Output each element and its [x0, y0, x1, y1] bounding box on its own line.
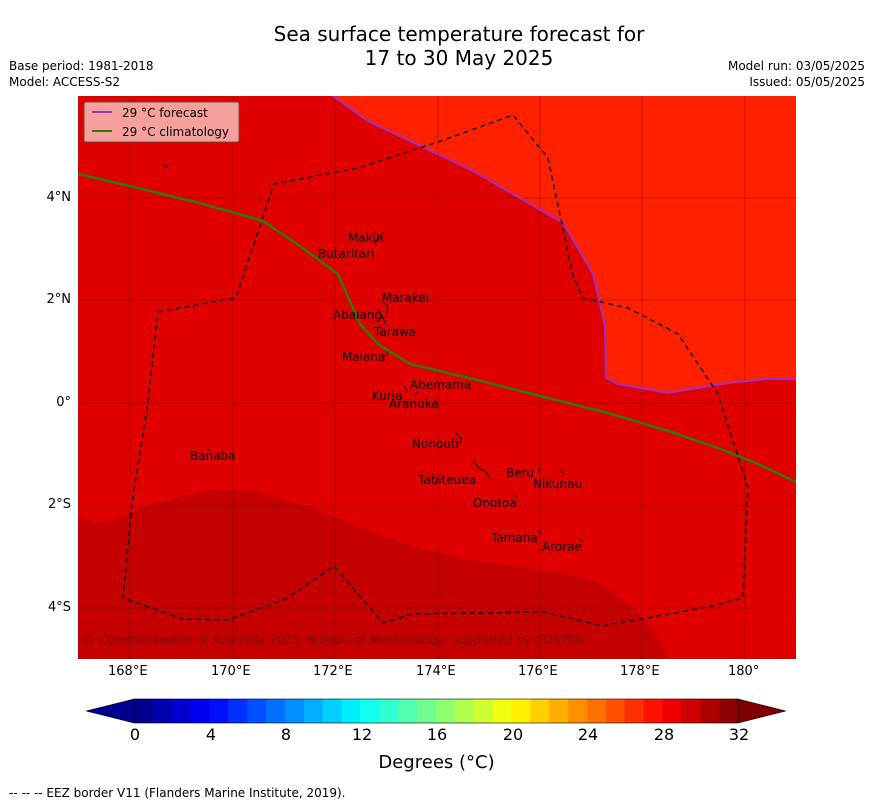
colorbar-tick-28: 28: [653, 725, 675, 744]
colorbar-cell: [266, 699, 286, 723]
island-label-tamana: Tamana: [490, 531, 538, 545]
colorbar-cell: [624, 699, 645, 723]
colorbar-cell: [662, 699, 682, 723]
map-title: Sea surface temperature forecast for 17 …: [0, 22, 873, 70]
colorbar-cell: [134, 699, 154, 723]
sst-map: Makin Butaritari Marakei Abaiang Tarawa …: [78, 96, 796, 659]
colorbar-cell: [398, 699, 418, 723]
lat-tick-4s: 4°S: [47, 600, 71, 615]
colorbar-tick-16: 16: [426, 725, 448, 744]
island-shapes: [162, 163, 584, 543]
colorbar-cell: [341, 699, 361, 723]
island-label-abemama: Abemama: [410, 378, 471, 392]
colorbar-cell: [379, 699, 399, 723]
map-grid: [78, 96, 796, 659]
colorbar-cell: [360, 699, 380, 723]
colorbar-cell: [171, 699, 192, 723]
legend-label-forecast: 29 °C forecast: [122, 106, 208, 120]
lat-tick-2n: 2°N: [46, 292, 72, 307]
eez-border: [122, 114, 749, 627]
colorbar-cell: [605, 699, 626, 723]
colorbar-tick-24: 24: [577, 725, 599, 744]
base-period: Base period: 1981-2018: [9, 59, 154, 73]
lon-tick-172: 172°E: [313, 664, 353, 679]
island-label-nikunau: Nikunau: [533, 477, 582, 491]
colorbar-cell: [568, 699, 588, 723]
island-label-abaiang: Abaiang: [333, 308, 382, 322]
colorbar-tick-20: 20: [502, 725, 524, 744]
island-label-onotoa: Onotoa: [473, 496, 517, 510]
lat-tick-4n: 4°N: [46, 190, 72, 205]
lon-tick-176: 176°E: [518, 664, 558, 679]
colorbar-cell: [643, 699, 663, 723]
sst-zone-hot: [78, 490, 668, 659]
title-line-2: 17 to 30 May 2025: [364, 46, 554, 70]
meta-left: Base period: 1981-2018 Model: ACCESS-S2: [9, 58, 154, 90]
lon-tick-178: 178°E: [620, 664, 660, 679]
island-label-tarawa: Tarawa: [373, 325, 416, 339]
title-line-1: Sea surface temperature forecast for: [273, 22, 645, 46]
island-label-marakei: Marakei: [382, 291, 429, 305]
lon-tick-174: 174°E: [416, 664, 456, 679]
colorbar-tick-32: 32: [728, 725, 750, 744]
colorbar-cell: [209, 699, 229, 723]
meta-right: Model run: 03/05/2025 Issued: 05/05/2025: [728, 58, 865, 90]
colorbar-cell: [492, 699, 512, 723]
colorbar-cell: [511, 699, 531, 723]
model-run: Model run: 03/05/2025: [727, 59, 865, 73]
colorbar-cell: [587, 699, 607, 723]
sst-zone-warm: [333, 96, 796, 393]
colorbar-cell: [436, 699, 456, 723]
lat-tick-0: 0°: [56, 395, 71, 410]
lon-tick-170: 170°E: [211, 664, 251, 679]
island-label-tabiteuea: Tabiteuea: [417, 473, 476, 487]
island-label-banaba: Banaba: [190, 449, 236, 463]
colorbar-cell: [454, 699, 475, 723]
colorbar-cell: [228, 699, 248, 723]
island-label-aranuka: Aranuka: [389, 397, 439, 411]
lon-tick-180: 180°: [728, 664, 760, 679]
colorbar-tick-4: 4: [205, 725, 217, 744]
island-label-kuria: Kuria: [372, 389, 403, 403]
issued-date: Issued: 05/05/2025: [749, 75, 865, 89]
colorbar-cell: [681, 699, 701, 723]
colorbar-tick-12: 12: [351, 725, 373, 744]
colorbar-cell: [247, 699, 267, 723]
model-name: Model: ACCESS-S2: [9, 75, 121, 89]
forecast-29c-contour: [332, 96, 796, 395]
colorbar-min-extend: [86, 698, 135, 724]
eez-note: -- -- -- EEZ border V11 (Flanders Marine…: [9, 786, 346, 800]
colorbar-cell: [549, 699, 569, 723]
island-label-butaritari: Butaritari: [318, 247, 375, 261]
colorbar-cell: [190, 699, 210, 723]
colorbar-cell: [719, 699, 739, 723]
colorbar-cell: [285, 699, 305, 723]
lon-tick-168: 168°E: [108, 664, 148, 679]
climatology-29c-contour: [78, 172, 796, 484]
map-legend: 29 °C forecast 29 °C climatology: [83, 101, 240, 143]
colorbar-label: Degrees (°C): [378, 752, 495, 773]
colorbar-cell: [152, 699, 173, 723]
colorbar-cell: [530, 699, 550, 723]
island-label-maiana: Maiana: [342, 350, 385, 364]
colorbar-cell: [322, 699, 343, 723]
lat-tick-2s: 2°S: [47, 497, 71, 512]
colorbar-tick-8: 8: [280, 725, 292, 744]
colorbar-cell: [303, 699, 324, 723]
colorbar-cell: [417, 699, 437, 723]
colorbar-cell: [473, 699, 494, 723]
colorbar-max-extend: [737, 698, 787, 724]
legend-label-climatology: 29 °C climatology: [122, 125, 229, 139]
island-label-nonouti: Nonouti: [412, 437, 459, 451]
copyright-text: © Commonwealth of Australia 2025, Bureau…: [83, 633, 588, 647]
colorbar-cell: [700, 699, 720, 723]
colorbar-tick-0: 0: [129, 725, 141, 744]
island-label-beru: Beru: [506, 466, 534, 480]
island-label-arorae: Arorae: [542, 540, 582, 554]
colorbar: [86, 698, 787, 724]
island-label-makin: Makin: [348, 231, 384, 245]
